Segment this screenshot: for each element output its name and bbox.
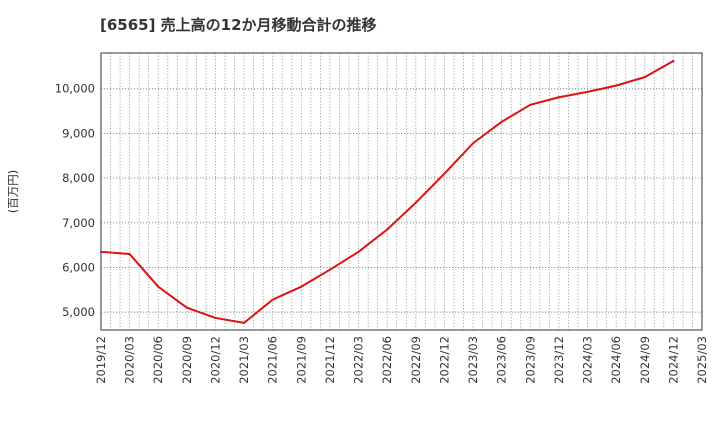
data-point — [214, 316, 217, 319]
x-tick-label: 2019/12 — [94, 336, 108, 384]
x-tick-label: 2020/12 — [208, 336, 222, 384]
x-tick-label: 2024/09 — [638, 336, 652, 384]
x-tick-label: 2024/03 — [581, 336, 595, 384]
y-tick-label: 7,000 — [62, 216, 95, 230]
x-tick-label: 2021/06 — [266, 336, 280, 384]
data-point — [271, 298, 274, 301]
x-tick-label: 2021/09 — [294, 336, 308, 384]
x-tick-label: 2021/03 — [237, 336, 251, 384]
y-tick-label: 9,000 — [62, 126, 95, 140]
x-tick-label: 2023/03 — [466, 336, 480, 384]
data-point — [357, 250, 360, 253]
data-point — [557, 96, 560, 99]
y-axis-ticks: 5,000 6,000 7,000 8,000 9,000 10,000 — [55, 82, 95, 319]
data-point — [643, 76, 646, 79]
x-tick-label: 2020/06 — [151, 336, 165, 384]
data-point — [100, 250, 102, 253]
x-axis-ticks: 2019/12 2020/03 2020/06 2020/09 2020/12 2021/… — [94, 336, 709, 384]
data-point — [128, 253, 131, 256]
x-tick-label: 2025/03 — [695, 336, 709, 384]
x-tick-label: 2021/12 — [323, 336, 337, 384]
x-tick-label: 2022/09 — [409, 336, 423, 384]
data-point — [300, 285, 303, 288]
data-point — [185, 306, 188, 309]
y-tick-label: 6,000 — [62, 260, 95, 274]
data-point — [529, 103, 532, 106]
y-tick-label: 8,000 — [62, 171, 95, 185]
data-point — [586, 90, 589, 93]
data-point — [386, 228, 389, 231]
data-point — [472, 142, 475, 145]
x-tick-label: 2023/06 — [495, 336, 509, 384]
chart-title: [6565] 売上高の12か月移動合計の推移 — [100, 16, 377, 34]
x-tick-label: 2024/06 — [609, 336, 623, 384]
x-tick-label: 2022/06 — [380, 336, 394, 384]
y-axis-label: (百万円) — [6, 170, 20, 213]
y-tick-label: 5,000 — [62, 305, 95, 319]
plot-border — [100, 52, 703, 331]
x-tick-label: 2020/09 — [180, 336, 194, 384]
y-tick-label: 10,000 — [55, 82, 95, 96]
x-tick-label: 2022/12 — [437, 336, 451, 384]
x-tick-label: 2020/03 — [123, 336, 137, 384]
data-point — [443, 172, 446, 175]
vertical-gridlines — [110, 53, 693, 330]
data-point — [500, 120, 503, 123]
x-tick-label: 2024/12 — [666, 336, 680, 384]
x-tick-label: 2023/09 — [523, 336, 537, 384]
x-tick-label: 2023/12 — [552, 336, 566, 384]
data-point — [328, 268, 331, 271]
data-point — [157, 285, 160, 288]
plot-area — [101, 53, 702, 330]
data-point — [243, 321, 246, 324]
data-point — [672, 60, 675, 63]
data-point — [414, 201, 417, 204]
series-group — [100, 60, 675, 324]
data-point — [615, 84, 618, 87]
x-tick-label: 2022/03 — [352, 336, 366, 384]
